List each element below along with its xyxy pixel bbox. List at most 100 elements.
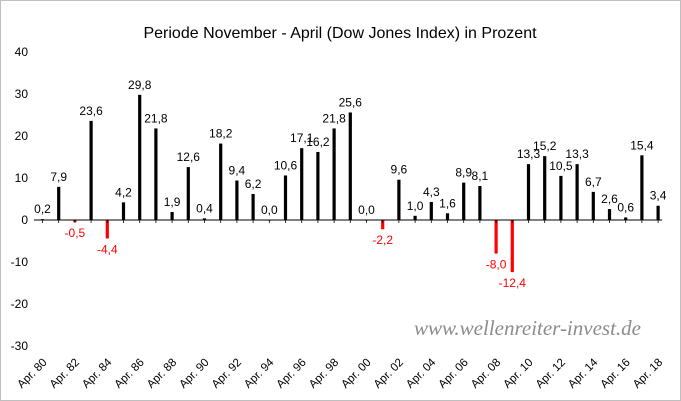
bar bbox=[559, 175, 563, 220]
y-tick-label: -10 bbox=[11, 255, 29, 269]
data-label: 2,6 bbox=[601, 192, 618, 206]
x-tick-label: Apr. 88 bbox=[145, 357, 179, 391]
y-tick-label: 40 bbox=[15, 45, 29, 59]
x-tick-label: Apr. 12 bbox=[534, 357, 568, 391]
data-label: 9,4 bbox=[229, 164, 246, 178]
x-tick-label: Apr. 90 bbox=[177, 357, 211, 391]
data-label: 6,2 bbox=[245, 177, 262, 191]
watermark-text: www.wellenreiter-invest.de bbox=[414, 316, 641, 340]
bar bbox=[591, 191, 595, 220]
data-label: 0,4 bbox=[196, 201, 213, 215]
bar bbox=[154, 128, 158, 220]
data-label: 21,8 bbox=[144, 111, 168, 125]
bar bbox=[57, 186, 61, 220]
x-tick-label: Apr. 14 bbox=[566, 356, 601, 391]
x-tick-label: Apr. 82 bbox=[48, 357, 82, 391]
data-label: 4,2 bbox=[115, 185, 132, 199]
x-tick-label: Apr. 10 bbox=[501, 357, 535, 391]
x-tick-label: Apr. 18 bbox=[631, 357, 665, 391]
bar bbox=[105, 220, 109, 239]
x-tick-label: Apr. 00 bbox=[339, 357, 373, 391]
data-label: 12,6 bbox=[177, 150, 201, 164]
bar bbox=[607, 209, 612, 220]
bar bbox=[348, 112, 352, 220]
x-tick-label: Apr. 80 bbox=[15, 357, 49, 391]
x-tick-label: Apr. 86 bbox=[113, 357, 147, 391]
bar bbox=[300, 148, 304, 220]
data-label: 13,3 bbox=[517, 147, 541, 161]
bar bbox=[397, 179, 401, 220]
data-label: -12,4 bbox=[499, 276, 527, 290]
y-tick-label: 10 bbox=[15, 171, 29, 185]
bar bbox=[478, 185, 482, 220]
y-axis: 40 30 20 10 0 -10 -20 -30 bbox=[11, 45, 29, 353]
x-tick-label: Apr. 08 bbox=[469, 357, 503, 391]
bar bbox=[186, 167, 190, 220]
data-label: 17,1 bbox=[290, 131, 314, 145]
bar bbox=[640, 155, 644, 220]
data-label: -0,5 bbox=[65, 226, 86, 240]
x-tick-label: Apr. 06 bbox=[437, 357, 471, 391]
x-tick-label: Apr. 84 bbox=[80, 356, 115, 391]
data-label: 8,1 bbox=[472, 169, 489, 183]
bar bbox=[219, 143, 223, 220]
bar bbox=[445, 213, 450, 220]
bar bbox=[235, 180, 239, 220]
x-tick-label: Apr. 02 bbox=[372, 357, 406, 391]
data-label: -8,0 bbox=[486, 258, 507, 272]
bars-group bbox=[40, 94, 660, 273]
bar bbox=[624, 217, 628, 220]
bar bbox=[543, 156, 547, 220]
bar bbox=[251, 193, 255, 220]
bar bbox=[283, 175, 288, 220]
bar bbox=[494, 220, 498, 254]
y-tick-label: 20 bbox=[15, 129, 29, 143]
data-label: 1,6 bbox=[439, 196, 456, 210]
data-label: 10,5 bbox=[549, 159, 573, 173]
data-label: 7,9 bbox=[50, 170, 67, 184]
x-tick-label: Apr. 96 bbox=[275, 357, 309, 391]
data-label: 3,4 bbox=[650, 189, 667, 203]
data-label: 15,2 bbox=[533, 139, 557, 153]
bar bbox=[381, 220, 385, 230]
data-label: 18,2 bbox=[209, 127, 233, 141]
bar bbox=[332, 128, 336, 220]
data-label: 23,6 bbox=[79, 104, 103, 118]
bar bbox=[575, 164, 579, 220]
x-tick-label: Apr. 94 bbox=[242, 356, 277, 391]
data-label: 9,6 bbox=[391, 163, 408, 177]
data-label: 1,0 bbox=[407, 199, 424, 213]
y-tick-label: -20 bbox=[11, 297, 29, 311]
data-label: 29,8 bbox=[128, 78, 152, 92]
data-labels-group: 0,2 7,9 -0,5 23,6 -4,4 4,2 29,8 21,8 1,9 12,6 0,4 1… bbox=[34, 78, 667, 290]
data-label: 4,3 bbox=[423, 185, 440, 199]
y-tick-label: -30 bbox=[11, 339, 29, 353]
data-label: 0,0 bbox=[261, 203, 278, 217]
data-label: -2,2 bbox=[372, 233, 393, 247]
bar bbox=[170, 212, 174, 220]
data-label: 1,9 bbox=[164, 195, 181, 209]
data-label: 8,9 bbox=[455, 166, 472, 180]
chart-title: Periode November - April (Dow Jones Inde… bbox=[143, 25, 537, 42]
bar bbox=[526, 164, 531, 220]
x-tick-label: Apr. 98 bbox=[307, 357, 341, 391]
bar bbox=[462, 182, 466, 220]
bar bbox=[413, 215, 417, 220]
y-tick-label: 30 bbox=[15, 87, 29, 101]
bar bbox=[656, 205, 660, 220]
data-label: -4,4 bbox=[97, 242, 118, 256]
bar bbox=[121, 202, 126, 220]
bar bbox=[316, 151, 320, 220]
y-tick-label: 0 bbox=[21, 213, 28, 227]
data-label: 13,3 bbox=[565, 147, 589, 161]
data-label: 6,7 bbox=[585, 175, 602, 189]
bar bbox=[89, 120, 93, 220]
data-label: 16,2 bbox=[306, 135, 330, 149]
data-label: 21,8 bbox=[322, 111, 346, 125]
bar bbox=[510, 220, 514, 273]
bar bbox=[429, 201, 433, 220]
x-tick-label: Apr. 16 bbox=[599, 357, 633, 391]
bar bbox=[202, 218, 207, 220]
